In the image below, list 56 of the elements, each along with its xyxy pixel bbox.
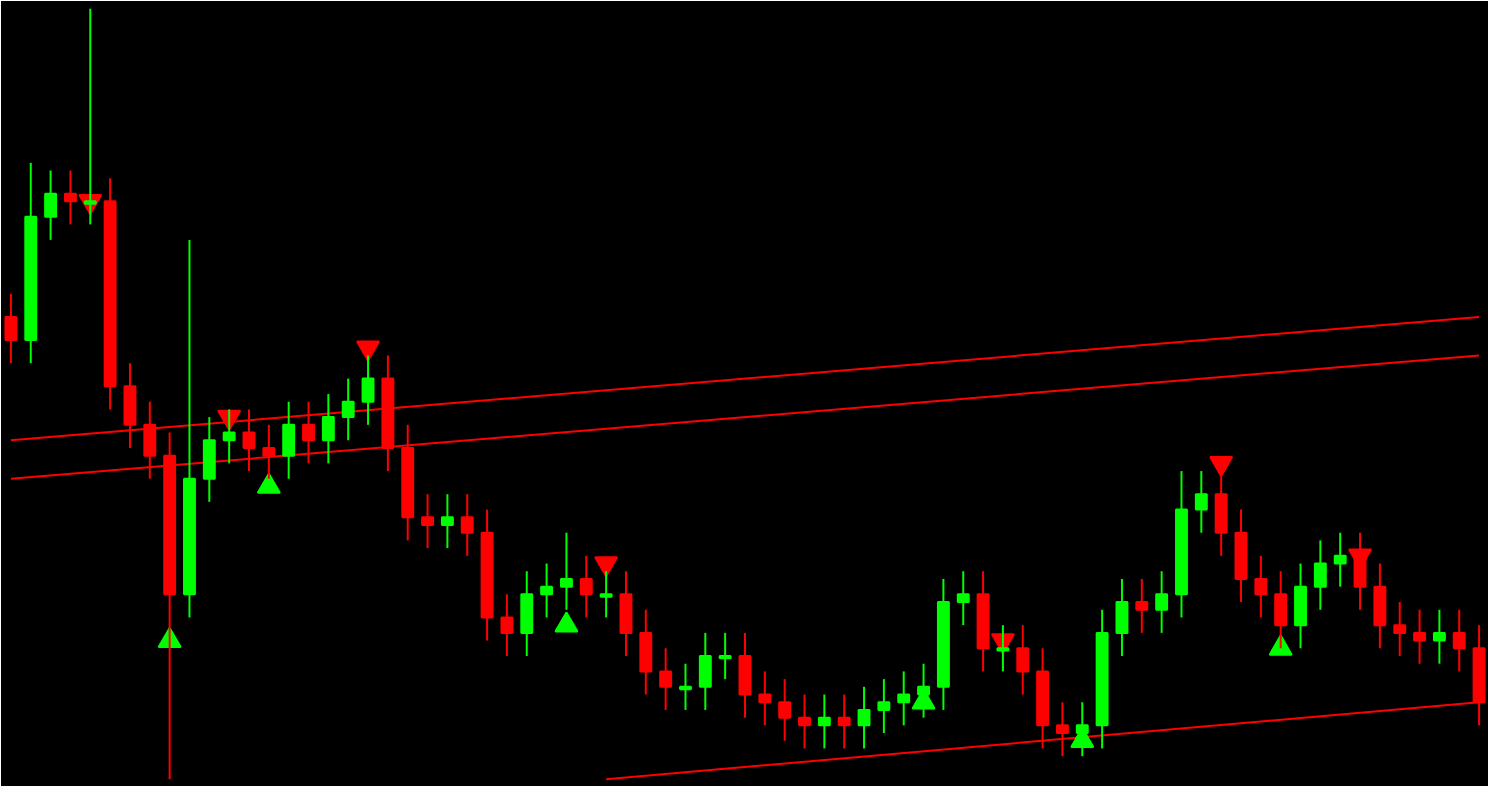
candlestick <box>1452 608 1466 673</box>
candlestick <box>341 377 355 442</box>
candlestick <box>540 562 554 619</box>
candlestick <box>1115 577 1129 657</box>
candlestick <box>599 570 613 619</box>
candlestick <box>798 693 811 750</box>
candlestick <box>4 292 18 365</box>
candlestick <box>1313 539 1327 611</box>
candlestick <box>222 408 236 465</box>
candlestick <box>1194 470 1208 534</box>
candlestick <box>83 7 97 226</box>
candlestick <box>877 678 891 735</box>
candlestick <box>679 662 692 711</box>
candlestick <box>1135 577 1149 634</box>
candlestick <box>1234 508 1248 604</box>
candlestick <box>1393 601 1407 657</box>
candlestick <box>1373 562 1387 650</box>
candlestick <box>500 593 514 657</box>
candlestick <box>1274 570 1288 650</box>
candlestick <box>44 169 58 241</box>
candlestick <box>837 693 851 750</box>
candlestick <box>659 647 673 711</box>
candlestick <box>1432 608 1446 665</box>
candlestick <box>361 354 375 426</box>
candlestick <box>639 608 653 696</box>
candlestick <box>1075 701 1089 758</box>
candlestick <box>1333 531 1347 588</box>
candlestick <box>1413 608 1427 665</box>
point <box>554 611 579 633</box>
candlestick <box>460 493 474 557</box>
candlestick <box>897 670 911 727</box>
candlestick <box>778 678 792 742</box>
candlestick <box>619 570 633 657</box>
candlestick <box>1155 570 1169 634</box>
candlestick <box>202 416 216 503</box>
candlestick <box>758 670 772 727</box>
candlestick <box>421 493 435 550</box>
candlestick <box>917 662 931 719</box>
candlestick <box>1294 562 1307 650</box>
candlestick <box>520 570 534 657</box>
candlestick <box>996 624 1010 673</box>
point <box>356 340 381 362</box>
candlestick <box>1254 554 1268 619</box>
candlestick <box>956 570 970 627</box>
candlestick <box>857 685 871 750</box>
candlestick <box>1016 624 1030 696</box>
candlestick <box>738 631 752 719</box>
point <box>1209 456 1234 478</box>
candlestick <box>282 400 296 480</box>
candlestick <box>321 393 335 465</box>
candlestick <box>1353 531 1367 611</box>
candlestick <box>718 631 732 681</box>
candlestick <box>698 631 712 711</box>
candlestick <box>579 554 593 619</box>
candlestick <box>440 493 454 550</box>
candlestick <box>817 693 831 750</box>
